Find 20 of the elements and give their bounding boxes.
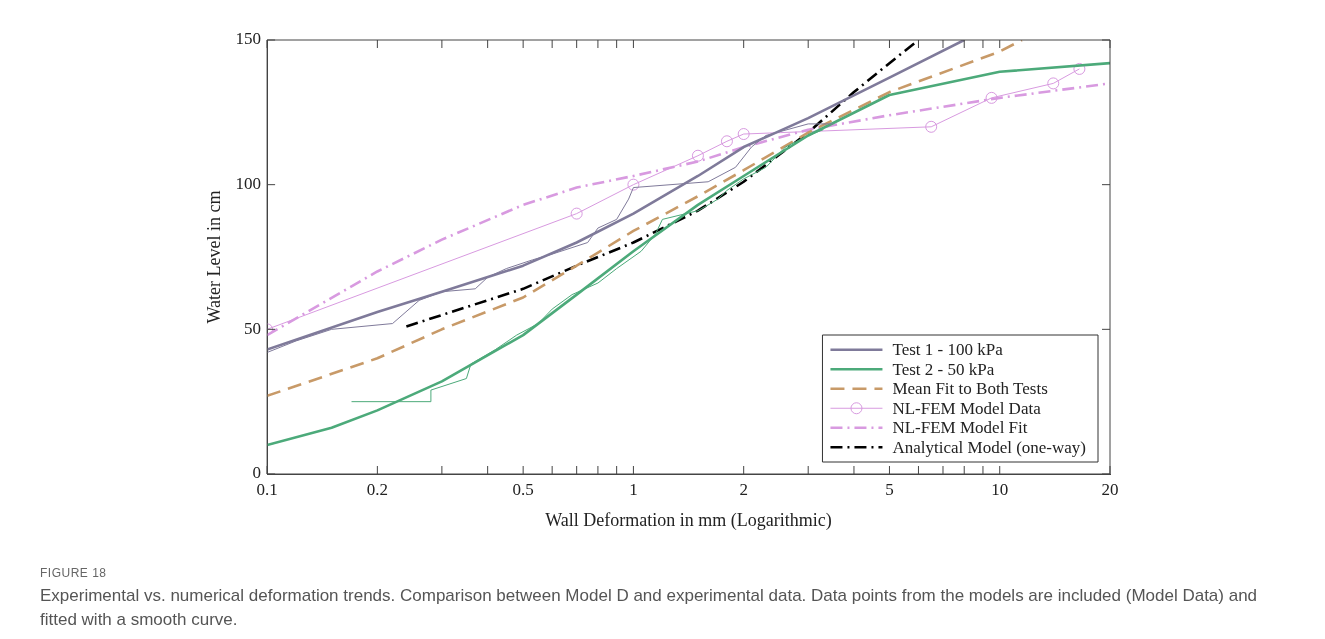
x-tick-label: 10 — [991, 479, 1009, 499]
x-tick-label: 2 — [739, 479, 748, 499]
legend-label: Test 1 - 100 kPa — [892, 340, 1004, 360]
x-tick-label: 0.2 — [366, 479, 388, 499]
legend-label: NL-FEM Model Fit — [892, 418, 1028, 438]
legend-label: Test 2 - 50 kPa — [892, 359, 995, 379]
y-tick-label: 150 — [235, 29, 262, 49]
legend-label: Mean Fit to Both Tests — [892, 379, 1048, 399]
x-axis-title: Wall Deformation in mm (Logarithmic) — [545, 509, 832, 531]
text: Experimental vs. numerical deformation trends. Comparison between Model D and experimental data. Data points from the models are included (Model Data) and fitted with a smooth curve. — [40, 585, 1259, 631]
x-tick-label: 5 — [885, 479, 894, 499]
x-tick-label: 20 — [1101, 479, 1119, 499]
legend-label: Analytical Model (one-way) — [892, 437, 1087, 457]
x-tick-label: 0.5 — [512, 479, 534, 499]
x-tick-label: 1 — [629, 479, 638, 499]
caption: FIGURE 18 — [40, 566, 108, 580]
y-tick-label: 50 — [244, 318, 262, 338]
y-axis-title: Water Level in cm — [203, 190, 224, 324]
legend-label: NL-FEM Model Data — [892, 398, 1042, 418]
y-tick-label: 100 — [235, 174, 262, 194]
